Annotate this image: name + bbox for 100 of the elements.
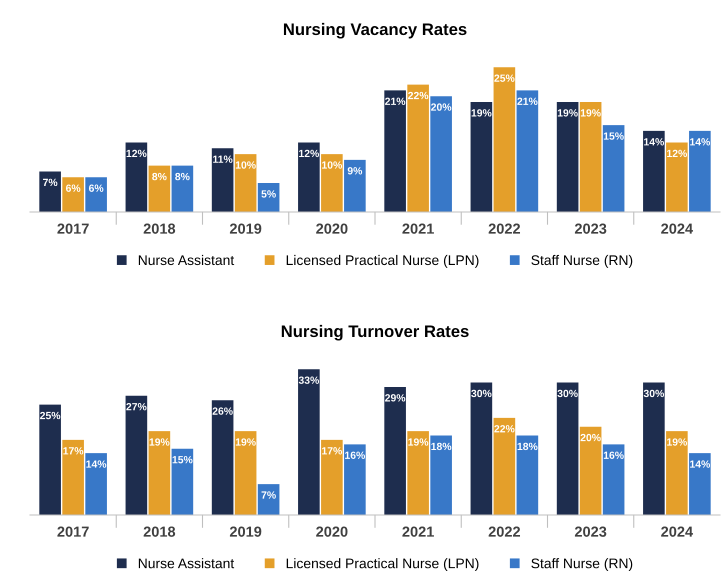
bar [258,484,280,515]
bar [39,171,61,212]
x-tick-label: 2017 [57,526,89,537]
data-label: 11% [213,156,232,163]
bar [516,90,538,212]
data-label: 14% [690,460,710,468]
bar [407,431,429,515]
bar [62,177,84,212]
x-tick-label: 2023 [574,223,606,234]
data-label: 19% [580,109,601,117]
data-label: 10% [322,161,342,169]
bar [344,160,366,212]
data-label: 10% [236,161,256,169]
bar [212,400,234,515]
data-label: 26% [212,407,233,415]
x-tick-label: 2023 [574,526,606,537]
bar [430,96,452,212]
bar [430,436,452,515]
chart-title: Nursing Vacancy Rates [284,22,466,39]
bar [407,84,429,212]
x-tick-label: 2018 [144,223,176,234]
legend-label: Nurse Assistant [138,558,234,568]
data-label: 33% [298,376,320,384]
bar [666,142,688,212]
x-tick-label: 2022 [488,526,520,537]
x-tick-label: 2019 [230,223,262,234]
bar [85,453,107,515]
bar [580,426,602,515]
data-label: 14% [86,460,106,468]
bar [556,102,578,212]
legend-label: Staff Nurse (RN) [531,558,632,572]
data-label: 7% [43,178,58,186]
bar [39,404,61,515]
data-label: 19% [667,438,688,446]
bar [321,154,343,212]
bar [234,154,256,212]
data-label: 25% [40,412,60,420]
data-label: 19% [472,109,492,117]
x-tick-label: 2024 [661,223,694,234]
data-label: 6% [88,184,104,192]
legend-label: Licensed Practical Nurse (LPN) [286,254,478,268]
data-label: 5% [261,190,276,198]
data-label: 27% [126,403,147,410]
x-tick-label: 2022 [488,223,520,234]
data-label: 14% [644,138,664,146]
data-label: 17% [322,447,342,455]
bar [689,453,711,515]
data-label: 14% [690,138,710,146]
data-label: 21% [517,98,538,105]
bar [643,130,665,212]
x-tick-label: 2021 [402,526,434,537]
data-label: 12% [126,150,147,158]
x-tick-label: 2020 [316,223,348,234]
data-label: 12% [299,150,320,158]
bar [298,369,320,515]
bar [666,431,688,515]
data-label: 22% [494,425,515,432]
bar [602,125,624,212]
data-label: 18% [518,442,538,450]
data-label: 19% [408,438,428,446]
data-label: 16% [604,452,624,459]
data-label: 9% [348,167,362,174]
bar [234,431,256,515]
bar [516,436,538,515]
data-label: 19% [236,438,256,446]
bar [384,90,406,212]
bar [172,166,194,212]
bar [556,382,578,515]
bar [126,142,148,212]
bar [126,396,148,515]
data-label: 17% [63,447,84,455]
data-label: 15% [604,132,624,140]
bar [470,382,492,515]
data-label: 20% [580,434,601,442]
data-label: 21% [385,98,406,105]
data-label: 25% [494,74,515,82]
bar [148,431,170,515]
legend-label: Licensed Practical Nurse (LPN) [286,558,478,572]
data-label: 16% [345,452,366,459]
data-label: 18% [431,442,452,450]
chart-title: Nursing Turnover Rates [282,324,469,341]
x-tick-label: 2019 [230,526,262,537]
bar [172,448,194,515]
x-tick-label: 2018 [144,526,176,537]
bar [580,102,602,212]
bar [298,142,320,212]
bar [494,67,516,212]
bar [148,166,170,212]
x-tick-label: 2017 [57,223,89,234]
bar [602,444,624,515]
data-label: 7% [262,491,276,499]
data-label: 6% [66,184,80,192]
bar [258,183,280,212]
data-label: 15% [172,456,193,464]
data-label: 29% [385,394,406,402]
bar [384,386,406,515]
data-label: 30% [644,390,664,398]
bar [689,130,711,212]
data-label: 19% [150,438,170,446]
data-label: 30% [471,390,492,398]
